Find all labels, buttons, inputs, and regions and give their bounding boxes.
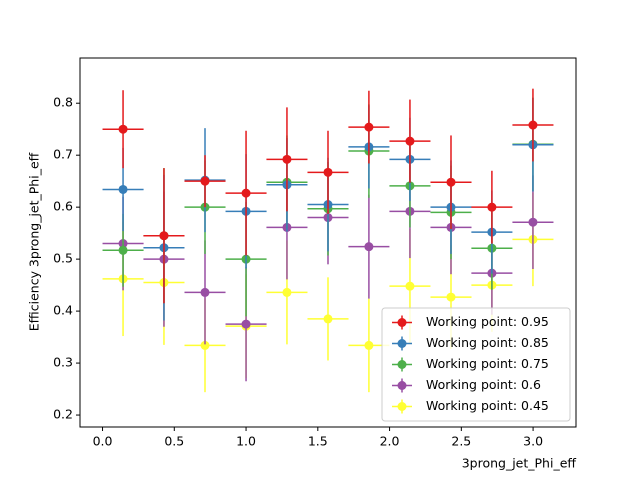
y-axis-label: Efficiency 3prong_jet_Phi_eff	[27, 152, 42, 331]
marker	[446, 177, 456, 187]
marker	[487, 202, 497, 212]
legend: Working point: 0.95 Working point: 0.85 Wo…	[381, 307, 571, 422]
x-tick-label: 1.5	[308, 434, 328, 449]
x-axis-label: 3prong_jet_Phi_eff	[462, 456, 577, 471]
marker	[323, 167, 333, 177]
marker	[159, 231, 169, 241]
marker	[446, 292, 456, 302]
marker	[323, 314, 333, 324]
marker	[282, 287, 292, 297]
y-tick-label: 0.5	[53, 251, 73, 266]
marker	[364, 340, 374, 350]
plot-frame	[79, 57, 577, 428]
marker	[241, 319, 251, 329]
legend-swatch	[397, 360, 407, 369]
legend-label: Working point: 0.95	[426, 314, 549, 329]
marker	[200, 340, 210, 350]
marker	[364, 122, 374, 132]
legend-label: Working point: 0.75	[426, 356, 549, 371]
legend-swatch	[397, 318, 407, 327]
legend-box	[381, 307, 571, 422]
x-tick-label: 0.5	[164, 434, 184, 449]
x-tick-label: 0.0	[93, 434, 113, 449]
x-tick-label: 2.5	[451, 434, 471, 449]
marker	[528, 217, 538, 227]
x-tick-label: 3.0	[523, 434, 543, 449]
legend-swatch	[397, 381, 407, 390]
marker	[282, 154, 292, 164]
marker	[118, 124, 128, 134]
marker	[405, 281, 415, 291]
y-tick-label: 0.2	[53, 407, 73, 422]
x-tick-label: 2.0	[380, 434, 400, 449]
marker	[200, 176, 210, 186]
y-tick-label: 0.6	[53, 199, 73, 214]
y-tick-label: 0.3	[53, 355, 73, 370]
legend-label: Working point: 0.85	[426, 335, 549, 350]
y-tick-label: 0.4	[53, 303, 73, 318]
y-tick-label: 0.8	[53, 95, 73, 110]
legend-label: Working point: 0.6	[426, 377, 541, 392]
marker	[118, 245, 128, 255]
marker	[200, 287, 210, 297]
y-tick-label: 0.7	[53, 147, 73, 162]
x-tick-label: 1.0	[236, 434, 256, 449]
marker	[405, 136, 415, 146]
marker	[118, 184, 128, 194]
marker	[241, 188, 251, 198]
series	[102, 88, 554, 304]
legend-swatch	[397, 402, 407, 411]
legend-swatch	[397, 339, 407, 348]
legend-label: Working point: 0.45	[426, 398, 549, 413]
marker	[364, 242, 374, 252]
marker	[528, 120, 538, 130]
